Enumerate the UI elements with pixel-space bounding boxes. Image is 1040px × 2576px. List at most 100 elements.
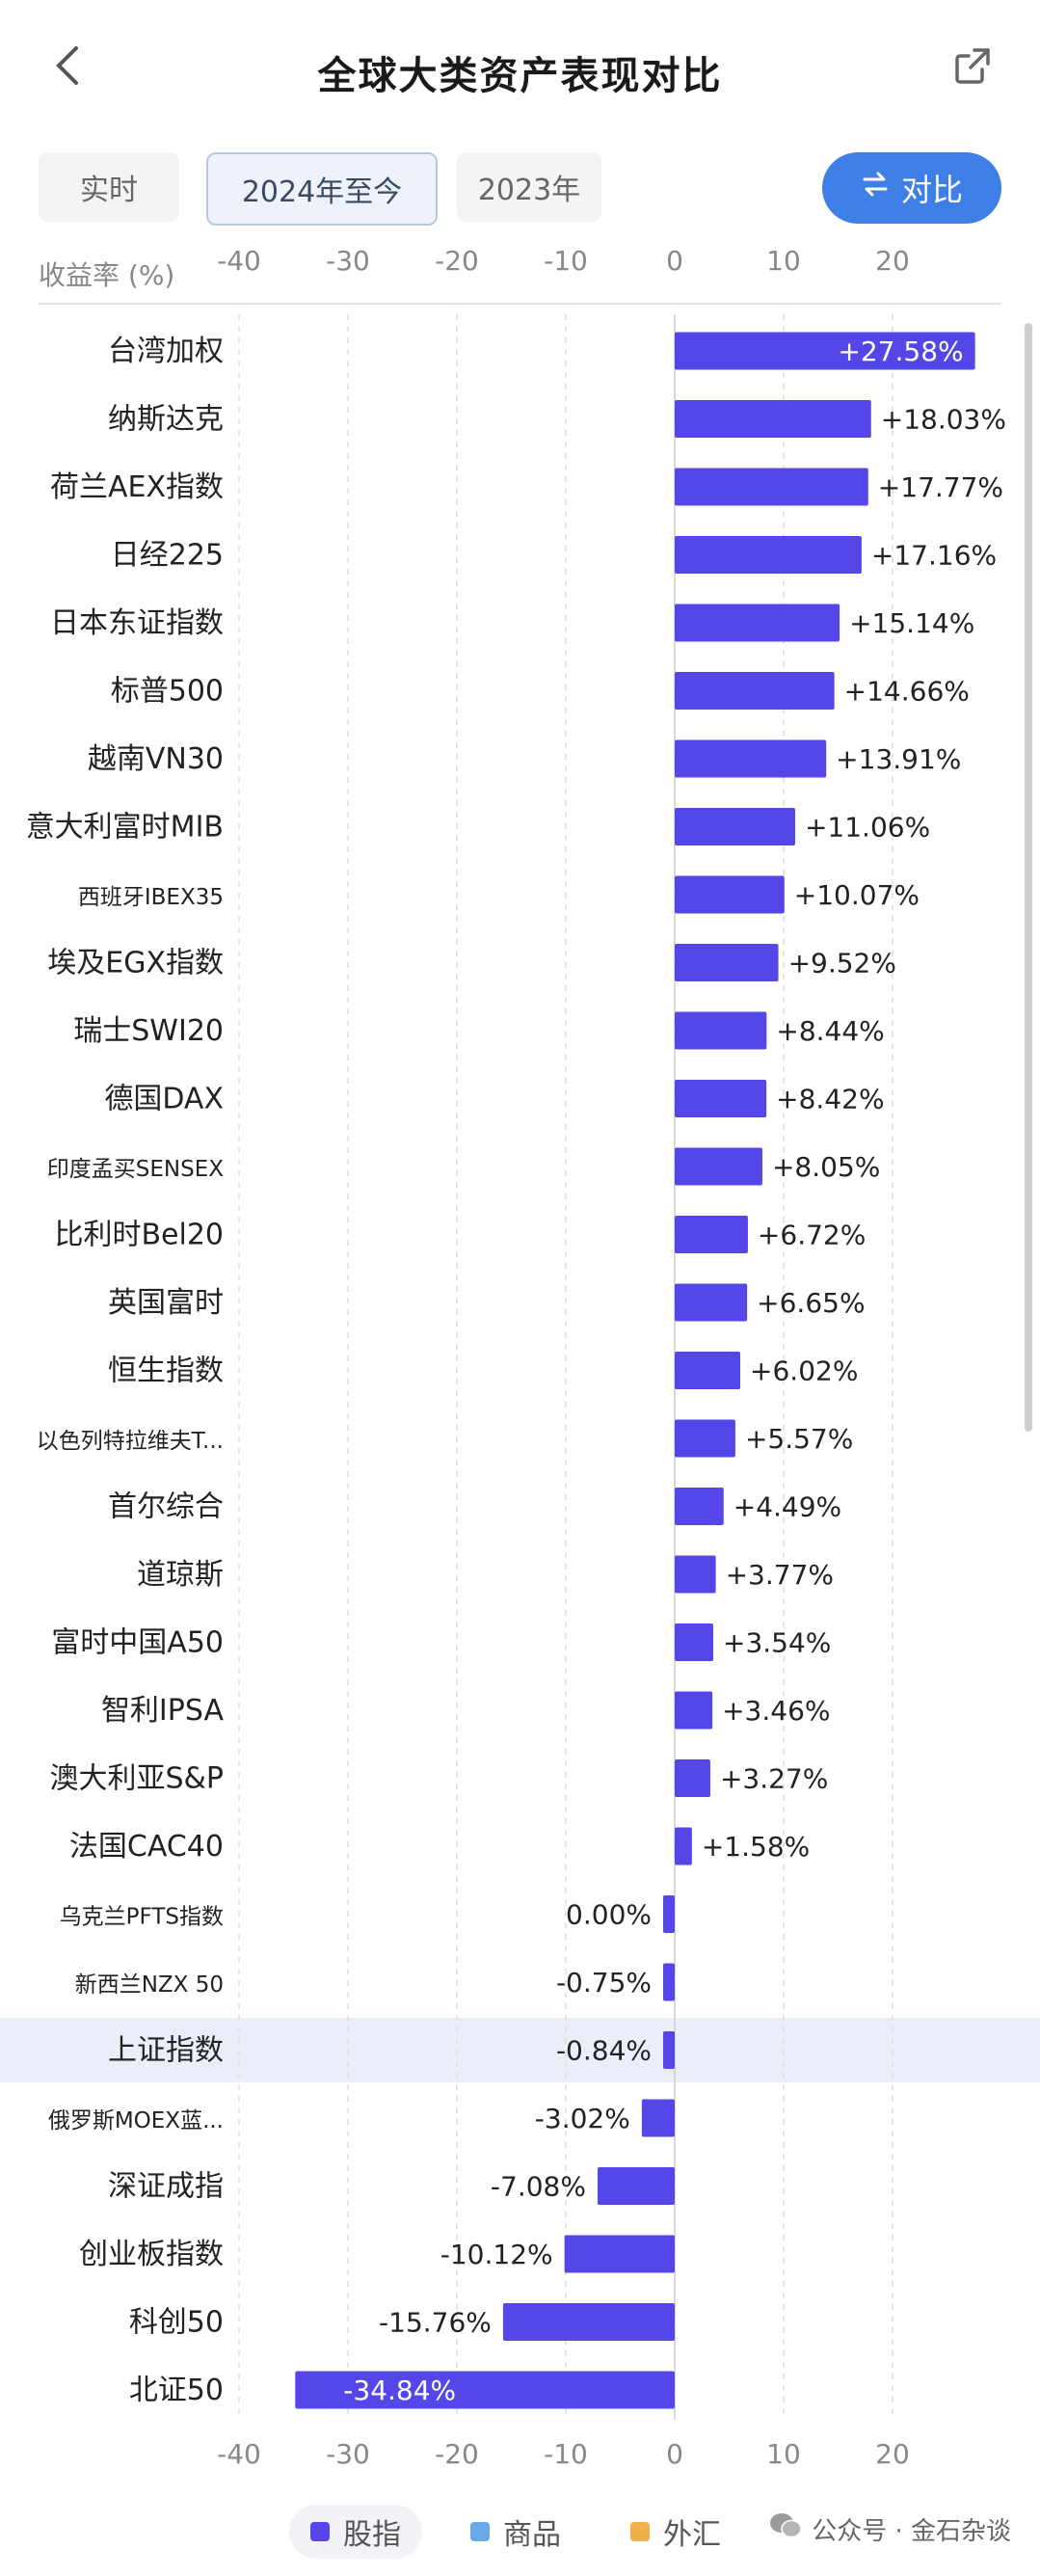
- bar: [675, 400, 871, 438]
- value-label: -0.84%: [556, 2035, 652, 2067]
- category-label: 英国富时: [108, 1286, 224, 1320]
- x-tick-label-bottom: -10: [544, 2438, 588, 2470]
- value-label: +11.06%: [805, 812, 930, 844]
- value-label: +27.58%: [838, 335, 963, 367]
- value-label: +3.77%: [726, 1559, 834, 1591]
- category-label: 德国DAX: [104, 1083, 224, 1116]
- value-label: +3.46%: [722, 1695, 830, 1727]
- legend: 股指 商品 外汇: [0, 2505, 1040, 2563]
- value-label: -10.12%: [440, 2239, 553, 2270]
- tab-2024-ytd[interactable]: 2024年至今: [206, 152, 438, 226]
- category-label: 恒生指数: [108, 1355, 224, 1388]
- value-label: -34.84%: [343, 2375, 456, 2406]
- tab-realtime[interactable]: 实时: [39, 152, 179, 222]
- legend-item-commodity[interactable]: 商品: [470, 2505, 561, 2559]
- bar: [641, 2099, 675, 2137]
- x-tick-label-bottom: -40: [217, 2438, 261, 2470]
- category-label: 日经225: [111, 539, 224, 573]
- value-label: +15.14%: [849, 607, 974, 639]
- value-label: +6.65%: [757, 1287, 865, 1319]
- bar: [675, 1691, 713, 1730]
- bar: [675, 1283, 748, 1322]
- category-label: 富时中国A50: [51, 1626, 224, 1660]
- category-label: 北证50: [129, 2374, 224, 2407]
- bar: [675, 1352, 741, 1389]
- category-label: 纳斯达克: [108, 403, 224, 437]
- category-label: 标普500: [111, 675, 224, 709]
- bar: [675, 1216, 748, 1253]
- period-tabs: 实时 2024年至今 2023年 对比: [0, 145, 1040, 231]
- legend-swatch: [310, 2522, 330, 2541]
- value-label: +4.49%: [733, 1491, 841, 1523]
- legend-swatch: [470, 2522, 490, 2541]
- value-label: +6.02%: [750, 1355, 858, 1387]
- legend-swatch: [630, 2522, 650, 2541]
- value-label: +3.54%: [723, 1627, 831, 1659]
- swap-arrows-icon: [861, 170, 890, 206]
- value-label: +1.58%: [702, 1831, 810, 1863]
- x-tick-label-bottom: 0: [666, 2438, 683, 2470]
- value-label: +8.44%: [776, 1015, 884, 1047]
- bar: [502, 2303, 675, 2341]
- bar: [675, 1555, 716, 1594]
- bar: [675, 332, 975, 370]
- category-label: 台湾加权: [108, 335, 224, 368]
- bar: [675, 1759, 710, 1797]
- value-label: +10.07%: [794, 879, 920, 911]
- value-label: +8.05%: [772, 1151, 880, 1183]
- category-label: 创业板指数: [79, 2238, 224, 2271]
- x-tick-label-top: 10: [766, 245, 801, 277]
- compare-button[interactable]: 对比: [822, 152, 1001, 224]
- legend-label: 外汇: [663, 2518, 721, 2552]
- category-label: 越南VN30: [88, 742, 224, 776]
- value-label: +17.16%: [871, 540, 997, 572]
- category-label: 埃及EGX指数: [47, 947, 224, 980]
- share-button[interactable]: [944, 39, 1001, 96]
- bar: [675, 604, 840, 642]
- bar: [295, 2371, 675, 2409]
- wechat-icon: [769, 2511, 802, 2547]
- chevron-left-icon: [53, 44, 82, 91]
- value-label: +18.03%: [881, 404, 1006, 436]
- bar: [597, 2167, 675, 2205]
- bar: [663, 1963, 675, 2001]
- bar: [675, 944, 779, 981]
- category-label: 印度孟买SENSEX: [47, 1157, 224, 1182]
- highlighted-row: [0, 2018, 1040, 2082]
- value-label: +17.77%: [878, 471, 1003, 503]
- legend-label: 商品: [503, 2518, 561, 2552]
- compare-button-label: 对比: [900, 172, 963, 208]
- category-label: 新西兰NZX 50: [75, 1972, 224, 1998]
- category-label: 瑞士SWI20: [73, 1014, 224, 1048]
- back-button[interactable]: [39, 39, 96, 96]
- value-label: -3.02%: [535, 2103, 630, 2134]
- x-tick-label-top: -20: [435, 245, 479, 277]
- value-label: -0.75%: [556, 1967, 652, 1999]
- bar: [675, 739, 827, 778]
- category-label: 乌克兰PFTS指数: [60, 1905, 224, 1930]
- category-label: 意大利富时MIB: [26, 811, 224, 845]
- bar: [675, 468, 868, 506]
- scrollbar[interactable]: [1025, 323, 1032, 1432]
- category-label: 荷兰AEX指数: [50, 470, 224, 504]
- header: 全球大类资产表现对比: [0, 0, 1040, 145]
- category-label: 西班牙IBEX35: [78, 885, 224, 910]
- tab-2023[interactable]: 2023年: [457, 152, 601, 222]
- value-label: +14.66%: [844, 676, 970, 708]
- value-label: -7.08%: [491, 2171, 586, 2203]
- legend-item-forex[interactable]: 外汇: [630, 2505, 721, 2559]
- bar: [663, 2031, 675, 2069]
- category-label: 深证成指: [108, 2170, 224, 2204]
- value-label: +9.52%: [788, 948, 896, 979]
- bar: [564, 2235, 675, 2273]
- bar: [675, 1080, 767, 1117]
- share-external-icon: [953, 46, 992, 89]
- x-tick-label-bottom: 10: [766, 2438, 801, 2470]
- bar: [675, 1147, 762, 1186]
- value-label: +8.42%: [776, 1084, 884, 1115]
- legend-item-stock-index[interactable]: 股指: [289, 2505, 422, 2559]
- bar: [675, 1488, 724, 1525]
- x-tick-label-bottom: -20: [435, 2438, 479, 2470]
- legend-label: 股指: [343, 2518, 401, 2552]
